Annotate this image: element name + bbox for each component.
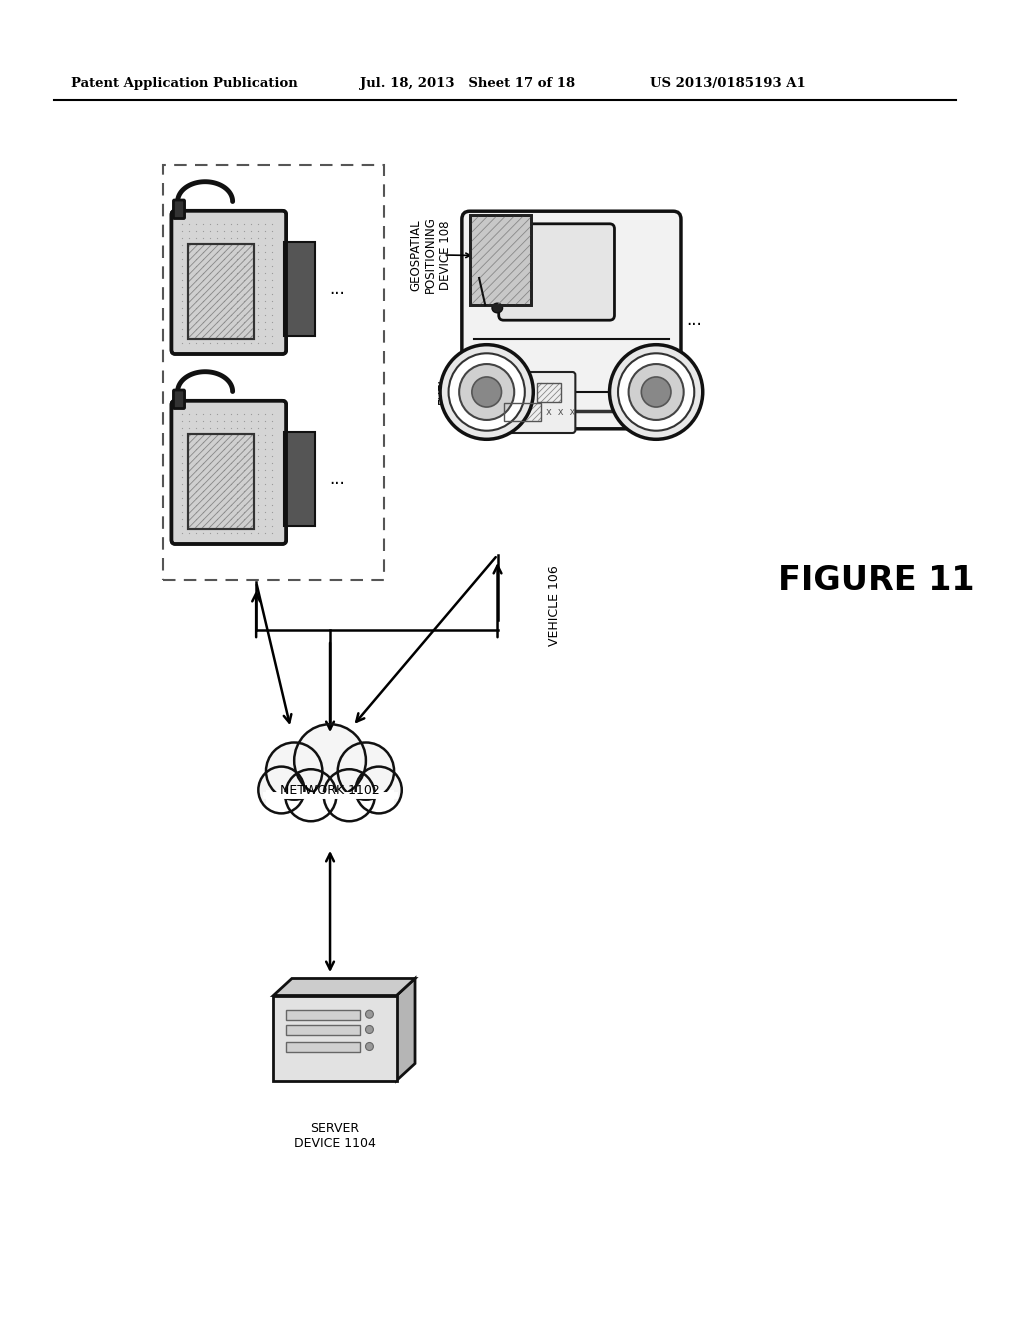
Bar [505, 403, 542, 421]
Bar [537, 383, 561, 403]
Text: Patent Application Publication: Patent Application Publication [71, 77, 298, 90]
Circle shape [366, 1010, 374, 1018]
Text: ...: ... [686, 312, 702, 329]
Bar [285, 432, 314, 527]
Text: x x x: x x x [546, 407, 575, 417]
Text: ...: ... [330, 280, 345, 298]
Text: ...: ... [330, 470, 345, 488]
Circle shape [459, 364, 514, 420]
FancyBboxPatch shape [462, 211, 681, 429]
Text: US 2013/0185193 A1: US 2013/0185193 A1 [650, 77, 806, 90]
Text: FIGURE 11: FIGURE 11 [778, 564, 975, 597]
Text: NETWORK 1102: NETWORK 1102 [281, 784, 380, 796]
Bar [273, 995, 396, 1081]
Circle shape [609, 345, 702, 440]
FancyBboxPatch shape [171, 401, 286, 544]
FancyBboxPatch shape [496, 372, 575, 433]
Bar [188, 244, 255, 339]
Circle shape [449, 354, 525, 430]
FancyBboxPatch shape [499, 224, 614, 321]
Circle shape [440, 345, 534, 440]
Circle shape [286, 770, 337, 821]
Circle shape [324, 770, 375, 821]
Bar [286, 1010, 359, 1020]
FancyBboxPatch shape [173, 201, 184, 219]
Circle shape [258, 767, 304, 813]
Bar [470, 215, 531, 305]
Circle shape [266, 742, 323, 800]
Polygon shape [396, 978, 415, 1081]
Bar [188, 434, 255, 529]
Bar [285, 242, 314, 337]
Circle shape [366, 1043, 374, 1051]
FancyBboxPatch shape [173, 389, 184, 408]
Circle shape [338, 742, 394, 800]
Polygon shape [273, 978, 415, 995]
Bar [470, 215, 531, 305]
Circle shape [618, 354, 694, 430]
Circle shape [366, 1026, 374, 1034]
Bar [188, 434, 255, 529]
Bar [505, 403, 542, 421]
Text: Jul. 18, 2013   Sheet 17 of 18: Jul. 18, 2013 Sheet 17 of 18 [359, 77, 574, 90]
Circle shape [472, 378, 502, 407]
Bar [286, 1043, 359, 1052]
Text: SERVER
DEVICE 1104: SERVER DEVICE 1104 [294, 1122, 376, 1150]
Text: GEOSPATIAL
POSITIONING
DEVICE 108: GEOSPATIAL POSITIONING DEVICE 108 [409, 216, 452, 293]
Bar [266, 789, 394, 824]
Bar [537, 383, 561, 403]
Circle shape [629, 364, 684, 420]
Text: VEHICLE 106: VEHICLE 106 [548, 565, 561, 645]
Circle shape [641, 378, 671, 407]
Text: FUEL
CARD 1110: FUEL CARD 1110 [437, 356, 465, 424]
Circle shape [294, 725, 366, 797]
Ellipse shape [492, 304, 503, 313]
Bar [286, 1026, 359, 1035]
FancyBboxPatch shape [171, 211, 286, 354]
Bar [188, 244, 255, 339]
Circle shape [355, 767, 401, 813]
